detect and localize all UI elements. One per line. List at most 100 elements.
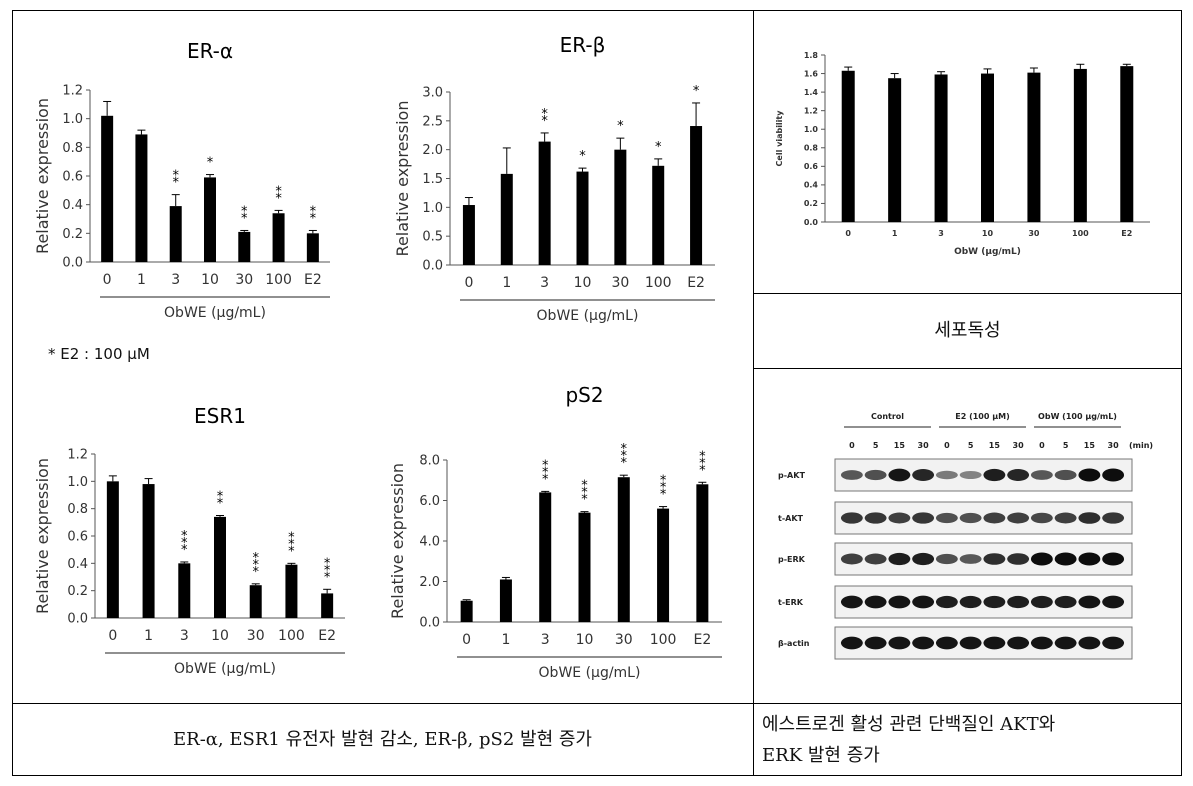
y-tick-label: 0.6	[804, 162, 819, 171]
bar	[462, 205, 475, 265]
y-tick-label: 0.2	[804, 199, 818, 208]
y-tick-label: 1.6	[804, 69, 819, 78]
blot-band	[888, 468, 911, 482]
x-tick-label: 10	[576, 632, 594, 648]
blot-time-label: 5	[1063, 441, 1069, 450]
y-tick-label: 2.0	[422, 143, 443, 158]
x-tick-label: 3	[938, 229, 944, 238]
x-axis-label: ObWE (μg/mL)	[537, 308, 639, 324]
significance-marker: *	[660, 488, 667, 503]
y-tick-label: 0.4	[67, 557, 88, 572]
bar	[142, 484, 155, 618]
significance-marker: *	[699, 449, 706, 464]
significance-marker: *	[579, 149, 586, 164]
blot-band	[935, 553, 958, 565]
blot-time-unit: (min)	[1129, 441, 1153, 450]
blot-band	[840, 512, 863, 524]
x-tick-label: 3	[540, 275, 549, 291]
blot-band	[864, 636, 887, 650]
bar	[306, 233, 319, 262]
bar	[1073, 68, 1087, 222]
blot-band	[1054, 636, 1077, 650]
cytotoxicity-caption: 세포독성	[934, 320, 1001, 341]
y-tick-label: 1.4	[804, 88, 819, 97]
chart-title: pS2	[565, 383, 603, 407]
blot-band	[983, 468, 1006, 482]
blot-time-label: 5	[873, 441, 879, 450]
x-axis-label: ObWE (μg/mL)	[174, 661, 276, 677]
blot-band	[1007, 636, 1030, 650]
y-axis-label: Relative expression	[393, 101, 412, 257]
x-tick-label: E2	[304, 272, 322, 288]
y-tick-label: 0.0	[419, 616, 440, 631]
bar	[321, 593, 334, 618]
bar	[214, 516, 226, 618]
blot-time-label: 30	[1108, 441, 1120, 450]
bar	[578, 512, 591, 622]
significance-marker: *	[288, 530, 295, 545]
table-hline-right-2	[753, 368, 1182, 369]
y-tick-label: 0.6	[62, 170, 83, 185]
significance-marker: *	[660, 474, 667, 489]
significance-marker: *	[324, 563, 331, 578]
y-tick-label: 0.0	[67, 612, 88, 627]
blot-band	[1030, 470, 1053, 480]
x-tick-label: 3	[541, 632, 550, 648]
significance-marker: *	[252, 565, 259, 580]
blot-band	[983, 595, 1006, 609]
significance-marker: *	[172, 169, 179, 184]
bar	[178, 563, 191, 618]
bar	[249, 585, 262, 618]
x-tick-label: 100	[645, 275, 672, 291]
x-tick-label: 1	[892, 229, 898, 238]
y-tick-label: 1.2	[804, 106, 818, 115]
y-tick-label: 0.6	[67, 530, 88, 545]
significance-marker: *	[252, 551, 259, 566]
significance-marker: *	[217, 490, 224, 505]
chart-title: ESR1	[194, 404, 246, 428]
blot-band	[1030, 595, 1053, 609]
significance-marker: *	[172, 176, 179, 191]
bar	[696, 484, 709, 622]
blot-band	[888, 512, 911, 524]
significance-marker: *	[288, 537, 295, 552]
blot-band	[1102, 636, 1125, 650]
significance-marker: *	[288, 544, 295, 559]
significance-marker: *	[542, 472, 549, 487]
significance-marker: *	[310, 204, 317, 219]
bar	[169, 206, 182, 262]
x-tick-label: E2	[687, 275, 705, 291]
ps2-chart: pS2 0.0 2.0 4.0 6.0 8.0 Relative expression 0 1 *…	[388, 383, 722, 681]
blot-time-label: 30	[1013, 441, 1025, 450]
bar	[285, 564, 298, 618]
y-tick-label: 0.5	[422, 230, 443, 245]
x-tick-label: 0	[103, 272, 112, 288]
y-tick-label: 1.0	[62, 112, 83, 127]
x-tick-label: 10	[574, 275, 592, 291]
bar	[499, 579, 512, 622]
y-tick-label: 2.5	[422, 114, 443, 129]
y-tick-label: 1.0	[67, 475, 88, 490]
blot-band	[912, 552, 935, 566]
y-tick-label: 0.2	[62, 227, 83, 242]
x-tick-label: E2	[318, 628, 336, 644]
bar	[204, 177, 216, 262]
y-tick-label: 0.4	[62, 198, 83, 213]
y-tick-label: 1.5	[422, 172, 443, 187]
significance-marker: *	[275, 184, 282, 199]
blot-band	[864, 469, 887, 481]
blot-band	[1078, 468, 1101, 482]
x-tick-label: 3	[171, 272, 180, 288]
y-tick-label: 0.0	[804, 218, 819, 227]
bar	[652, 165, 665, 265]
bar	[460, 600, 473, 622]
x-tick-label: E2	[1121, 229, 1132, 238]
bar	[657, 508, 670, 622]
bar	[1120, 66, 1134, 222]
x-tick-label: 1	[501, 632, 510, 648]
bar	[135, 134, 148, 262]
x-tick-label: 100	[650, 632, 677, 648]
blot-time-label: 15	[894, 441, 906, 450]
y-tick-label: 2.0	[419, 575, 440, 590]
significance-marker: *	[621, 442, 628, 457]
